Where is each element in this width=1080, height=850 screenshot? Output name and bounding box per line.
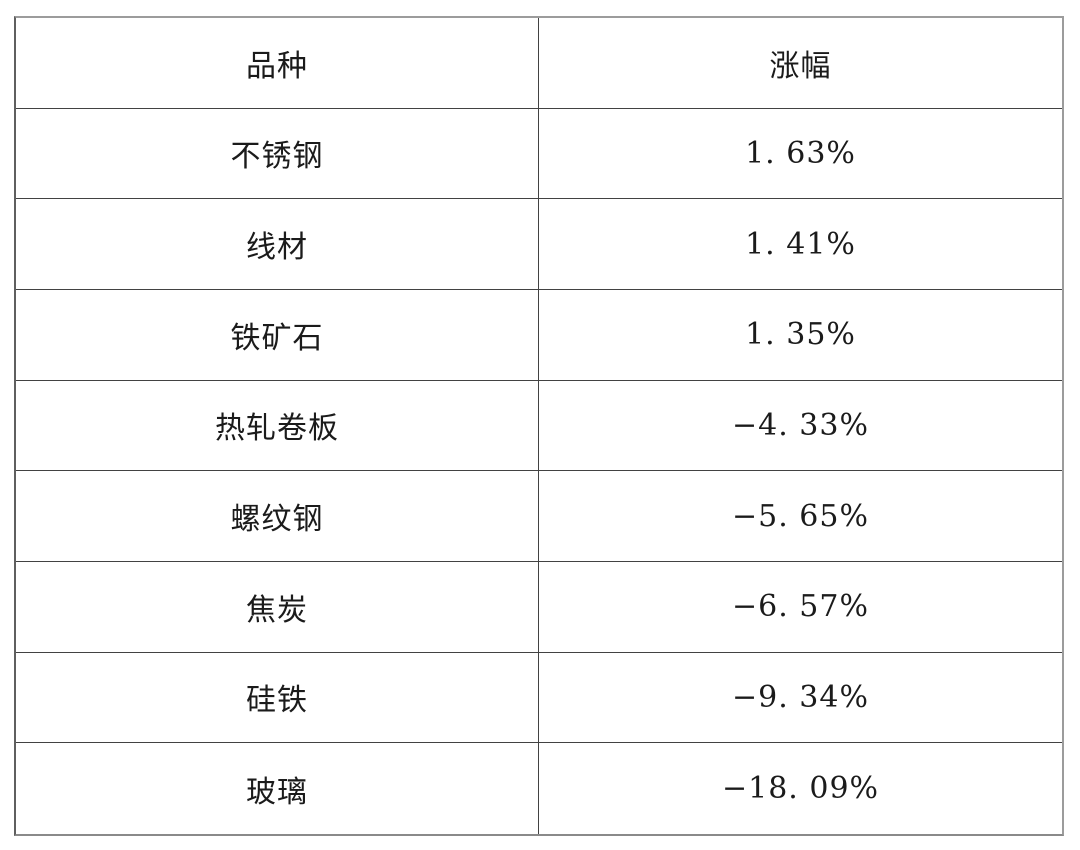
- change-cell: 1. 35%: [539, 290, 1062, 381]
- variety-cell: 硅铁: [16, 652, 539, 744]
- change-cell: −18. 09%: [721, 771, 880, 807]
- price-change-table: 品种 涨幅 不锈钢 1. 63% 线材 1. 41% 铁矿石 1. 35% 热轧…: [14, 16, 1064, 836]
- variety-cell: 线材: [16, 199, 539, 290]
- header-cell-variety: 品种: [16, 18, 539, 109]
- change-cell: −6. 57%: [539, 562, 1062, 653]
- change-cell: −5. 65%: [539, 471, 1062, 562]
- variety-cell: 焦炭: [16, 561, 539, 653]
- change-cell: 1. 41%: [539, 199, 1062, 290]
- header-cell-change: 涨幅: [539, 18, 1062, 109]
- variety-cell: 螺纹钢: [16, 471, 539, 562]
- variety-cell: 玻璃: [16, 743, 539, 834]
- change-cell: 1. 63%: [539, 109, 1062, 200]
- variety-cell: 不锈钢: [16, 108, 539, 200]
- variety-cell: 热轧卷板: [16, 380, 539, 472]
- change-cell: −9. 34%: [539, 653, 1062, 744]
- change-cell: −4. 33%: [539, 381, 1062, 472]
- variety-cell: 铁矿石: [16, 289, 539, 381]
